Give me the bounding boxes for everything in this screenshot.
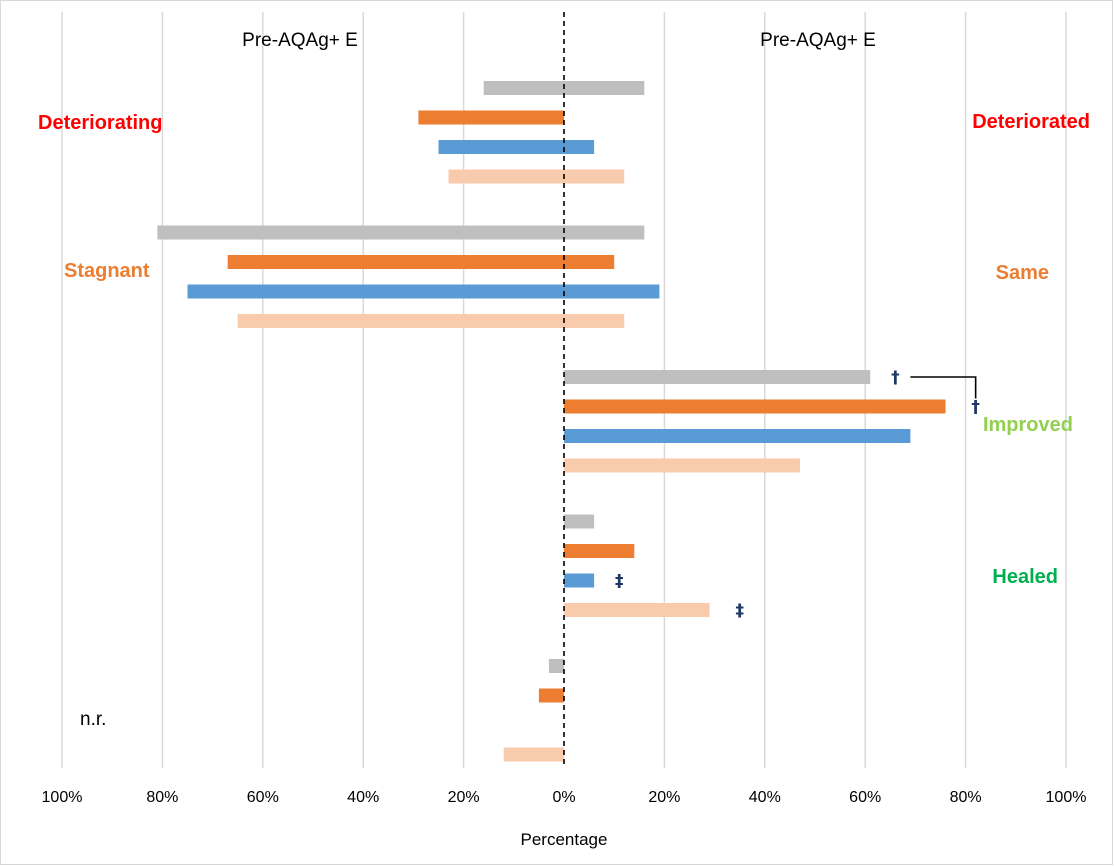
group-label-right: Deteriorated	[972, 111, 1090, 133]
group-label-right: Same	[996, 262, 1049, 284]
bar-left	[503, 747, 564, 762]
bar-right	[564, 573, 595, 588]
bar-right	[564, 140, 595, 154]
x-tick-label: 80%	[146, 789, 178, 806]
bar-right	[564, 429, 911, 443]
bar-right	[564, 314, 625, 328]
x-tick-label: 100%	[1046, 789, 1087, 806]
x-tick-label: 60%	[247, 789, 279, 806]
bar-left	[187, 284, 564, 299]
bar-left	[538, 688, 564, 703]
bar-right	[564, 544, 635, 558]
group-label-left: Deteriorating	[38, 112, 162, 134]
bar-right	[564, 603, 710, 617]
bar-left	[418, 110, 564, 125]
bar-right	[564, 399, 946, 414]
group-label-left: Stagnant	[64, 260, 150, 282]
x-tick-label: 0%	[552, 789, 575, 806]
bar-left	[438, 140, 564, 154]
bar-right	[564, 370, 871, 384]
bar-right	[564, 255, 615, 269]
x-tick-label: 40%	[347, 789, 379, 806]
group-label-left: n.r.	[80, 709, 106, 730]
bar-left	[227, 255, 564, 269]
x-axis-title: Percentage	[521, 830, 608, 849]
significance-bracket	[910, 376, 977, 399]
bar-right	[564, 225, 645, 240]
panel-title-left: Pre-AQAg+ E	[242, 30, 358, 51]
x-tick-label: 80%	[950, 789, 982, 806]
panel-title-right: Pre-AQAg+ E	[760, 30, 876, 51]
significance-marker: ‡	[735, 601, 744, 621]
group-label-right: Improved	[983, 414, 1073, 436]
bar-right	[564, 514, 595, 529]
x-tick-label: 40%	[749, 789, 781, 806]
bar-right	[564, 284, 660, 299]
bar-left	[548, 659, 564, 673]
x-tick-label: 100%	[42, 789, 83, 806]
bar-left	[237, 314, 564, 328]
x-tick-label: 60%	[849, 789, 881, 806]
significance-marker: †	[891, 368, 900, 388]
bar-left	[448, 169, 564, 184]
bar-right	[564, 81, 645, 95]
significance-marker: ‡	[615, 572, 624, 592]
group-label-right: Healed	[992, 566, 1058, 588]
bar-right	[564, 169, 625, 184]
bar-left	[483, 81, 564, 95]
x-tick-label: 20%	[648, 789, 680, 806]
bar-left	[157, 225, 564, 240]
x-tick-label: 20%	[448, 789, 480, 806]
significance-marker: †	[971, 398, 980, 418]
bar-right	[564, 458, 800, 473]
